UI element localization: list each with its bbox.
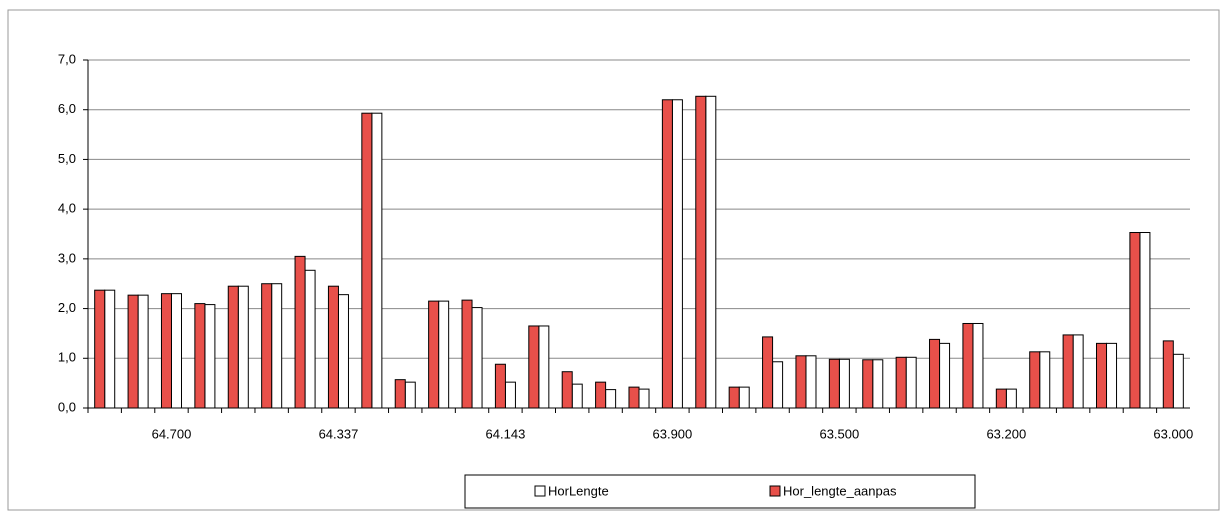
bar — [772, 361, 784, 409]
y-tick-label: 5,0 — [58, 151, 76, 166]
y-tick-label: 0,0 — [58, 399, 76, 414]
bar — [494, 363, 506, 409]
bar — [261, 283, 273, 409]
bar — [471, 307, 483, 409]
bar — [137, 294, 149, 409]
bar — [1039, 351, 1051, 409]
bar — [361, 112, 373, 409]
bar — [571, 383, 583, 409]
y-tick-label: 4,0 — [58, 201, 76, 216]
bar — [394, 379, 406, 409]
bar — [972, 322, 984, 409]
bar — [538, 325, 550, 409]
bar — [872, 359, 884, 409]
bar — [695, 95, 707, 409]
y-tick-label: 3,0 — [58, 250, 76, 265]
bar — [895, 356, 907, 409]
x-tick-label: 63.000 — [1153, 426, 1193, 441]
bar — [237, 285, 249, 409]
bar — [1029, 351, 1041, 409]
y-tick-label: 6,0 — [58, 101, 76, 116]
bar — [1072, 334, 1084, 409]
legend-label: Hor_lengte_aanpas — [783, 483, 897, 498]
bar — [905, 356, 917, 409]
x-tick-label: 63.500 — [819, 426, 859, 441]
bar — [1095, 342, 1108, 409]
bar — [170, 293, 183, 409]
bar — [1106, 342, 1118, 409]
bar — [304, 269, 316, 409]
bar — [862, 359, 874, 409]
bar — [939, 342, 951, 409]
bar — [738, 386, 750, 409]
bar — [327, 285, 339, 409]
bar — [805, 355, 817, 409]
y-tick-label: 2,0 — [58, 300, 76, 315]
bar — [1129, 232, 1141, 409]
bar — [438, 300, 450, 409]
bar — [638, 388, 650, 409]
bar — [461, 299, 473, 409]
y-tick-label: 7,0 — [58, 51, 76, 66]
legend-label: HorLengte — [548, 483, 609, 498]
bar — [504, 381, 516, 409]
bar — [227, 285, 239, 409]
bar — [94, 289, 106, 409]
bar — [194, 303, 206, 409]
bar — [528, 325, 540, 409]
bar — [828, 358, 840, 409]
bar — [705, 95, 717, 409]
x-tick-label: 64.700 — [152, 426, 192, 441]
bar — [1172, 353, 1184, 409]
bar — [838, 358, 850, 409]
bar — [160, 293, 172, 409]
bar — [728, 386, 740, 409]
x-tick-label: 63.200 — [986, 426, 1026, 441]
x-tick-label: 64.337 — [319, 426, 359, 441]
bar — [1062, 334, 1074, 409]
bar — [1005, 388, 1017, 409]
bar — [294, 255, 306, 409]
bar — [337, 294, 349, 409]
bar — [661, 99, 673, 409]
bar — [929, 338, 941, 409]
bar — [404, 381, 416, 409]
legend-swatch — [769, 485, 781, 497]
bar — [595, 381, 607, 409]
bar — [605, 389, 617, 409]
bar — [628, 386, 640, 409]
bar — [371, 112, 383, 409]
bar — [127, 294, 139, 409]
bar — [795, 355, 807, 409]
bar — [428, 300, 440, 409]
bar — [762, 336, 774, 409]
chart-border — [7, 9, 1220, 511]
bar — [271, 283, 283, 409]
bar — [1162, 340, 1174, 409]
x-tick-label: 64.143 — [486, 426, 526, 441]
bar — [671, 99, 683, 409]
legend-box — [464, 474, 976, 509]
y-tick-label: 1,0 — [58, 350, 76, 365]
x-tick-label: 63.900 — [653, 426, 693, 441]
bar — [204, 304, 216, 409]
bar — [962, 322, 974, 409]
bar — [1139, 232, 1151, 409]
legend-swatch — [534, 485, 546, 497]
bar — [995, 388, 1007, 409]
bar — [561, 371, 573, 409]
bar — [104, 289, 116, 409]
